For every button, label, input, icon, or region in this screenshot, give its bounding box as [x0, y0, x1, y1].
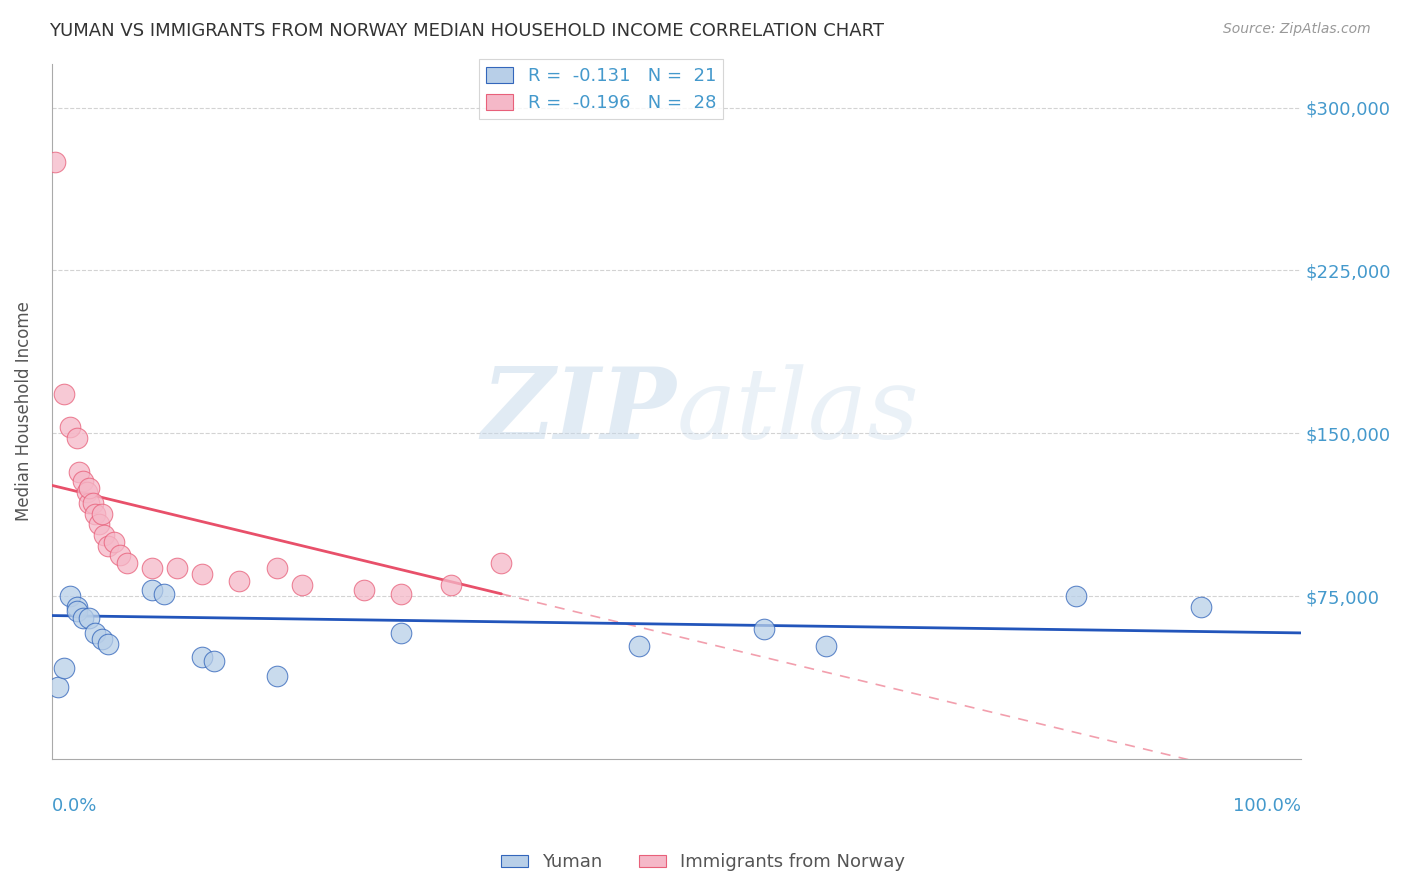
Legend: R =  -0.131   N =  21, R =  -0.196   N =  28: R = -0.131 N = 21, R = -0.196 N = 28	[479, 60, 724, 120]
Point	[141, 561, 163, 575]
Point	[90, 632, 112, 647]
Point	[44, 155, 66, 169]
Point	[97, 539, 120, 553]
Point	[1189, 599, 1212, 614]
Text: atlas: atlas	[676, 364, 920, 459]
Point	[90, 507, 112, 521]
Point	[77, 496, 100, 510]
Point	[89, 517, 111, 532]
Text: 0.0%: 0.0%	[52, 797, 97, 815]
Point	[67, 465, 90, 479]
Point	[141, 582, 163, 597]
Point	[290, 578, 312, 592]
Point	[353, 582, 375, 597]
Point	[46, 680, 69, 694]
Point	[72, 611, 94, 625]
Point	[391, 626, 413, 640]
Point	[103, 534, 125, 549]
Point	[190, 567, 212, 582]
Point	[53, 387, 76, 401]
Point	[110, 548, 132, 562]
Point	[627, 639, 650, 653]
Point	[59, 419, 82, 434]
Point	[202, 654, 225, 668]
Point	[752, 622, 775, 636]
Point	[115, 557, 138, 571]
Point	[93, 528, 115, 542]
Point	[97, 637, 120, 651]
Text: ZIP: ZIP	[481, 363, 676, 459]
Point	[815, 639, 838, 653]
Text: Source: ZipAtlas.com: Source: ZipAtlas.com	[1223, 22, 1371, 37]
Point	[84, 626, 107, 640]
Text: 100.0%: 100.0%	[1233, 797, 1301, 815]
Y-axis label: Median Household Income: Median Household Income	[15, 301, 32, 522]
Point	[59, 589, 82, 603]
Point	[153, 587, 176, 601]
Point	[391, 587, 413, 601]
Point	[1064, 589, 1087, 603]
Point	[228, 574, 250, 588]
Point	[66, 431, 89, 445]
Point	[66, 604, 89, 618]
Point	[440, 578, 463, 592]
Point	[53, 660, 76, 674]
Point	[77, 611, 100, 625]
Point	[166, 561, 188, 575]
Point	[266, 561, 288, 575]
Point	[82, 496, 104, 510]
Point	[77, 481, 100, 495]
Text: YUMAN VS IMMIGRANTS FROM NORWAY MEDIAN HOUSEHOLD INCOME CORRELATION CHART: YUMAN VS IMMIGRANTS FROM NORWAY MEDIAN H…	[49, 22, 884, 40]
Point	[84, 507, 107, 521]
Point	[190, 649, 212, 664]
Point	[76, 484, 98, 499]
Point	[66, 599, 89, 614]
Point	[72, 474, 94, 488]
Legend: Yuman, Immigrants from Norway: Yuman, Immigrants from Norway	[494, 847, 912, 879]
Point	[491, 557, 513, 571]
Point	[266, 669, 288, 683]
